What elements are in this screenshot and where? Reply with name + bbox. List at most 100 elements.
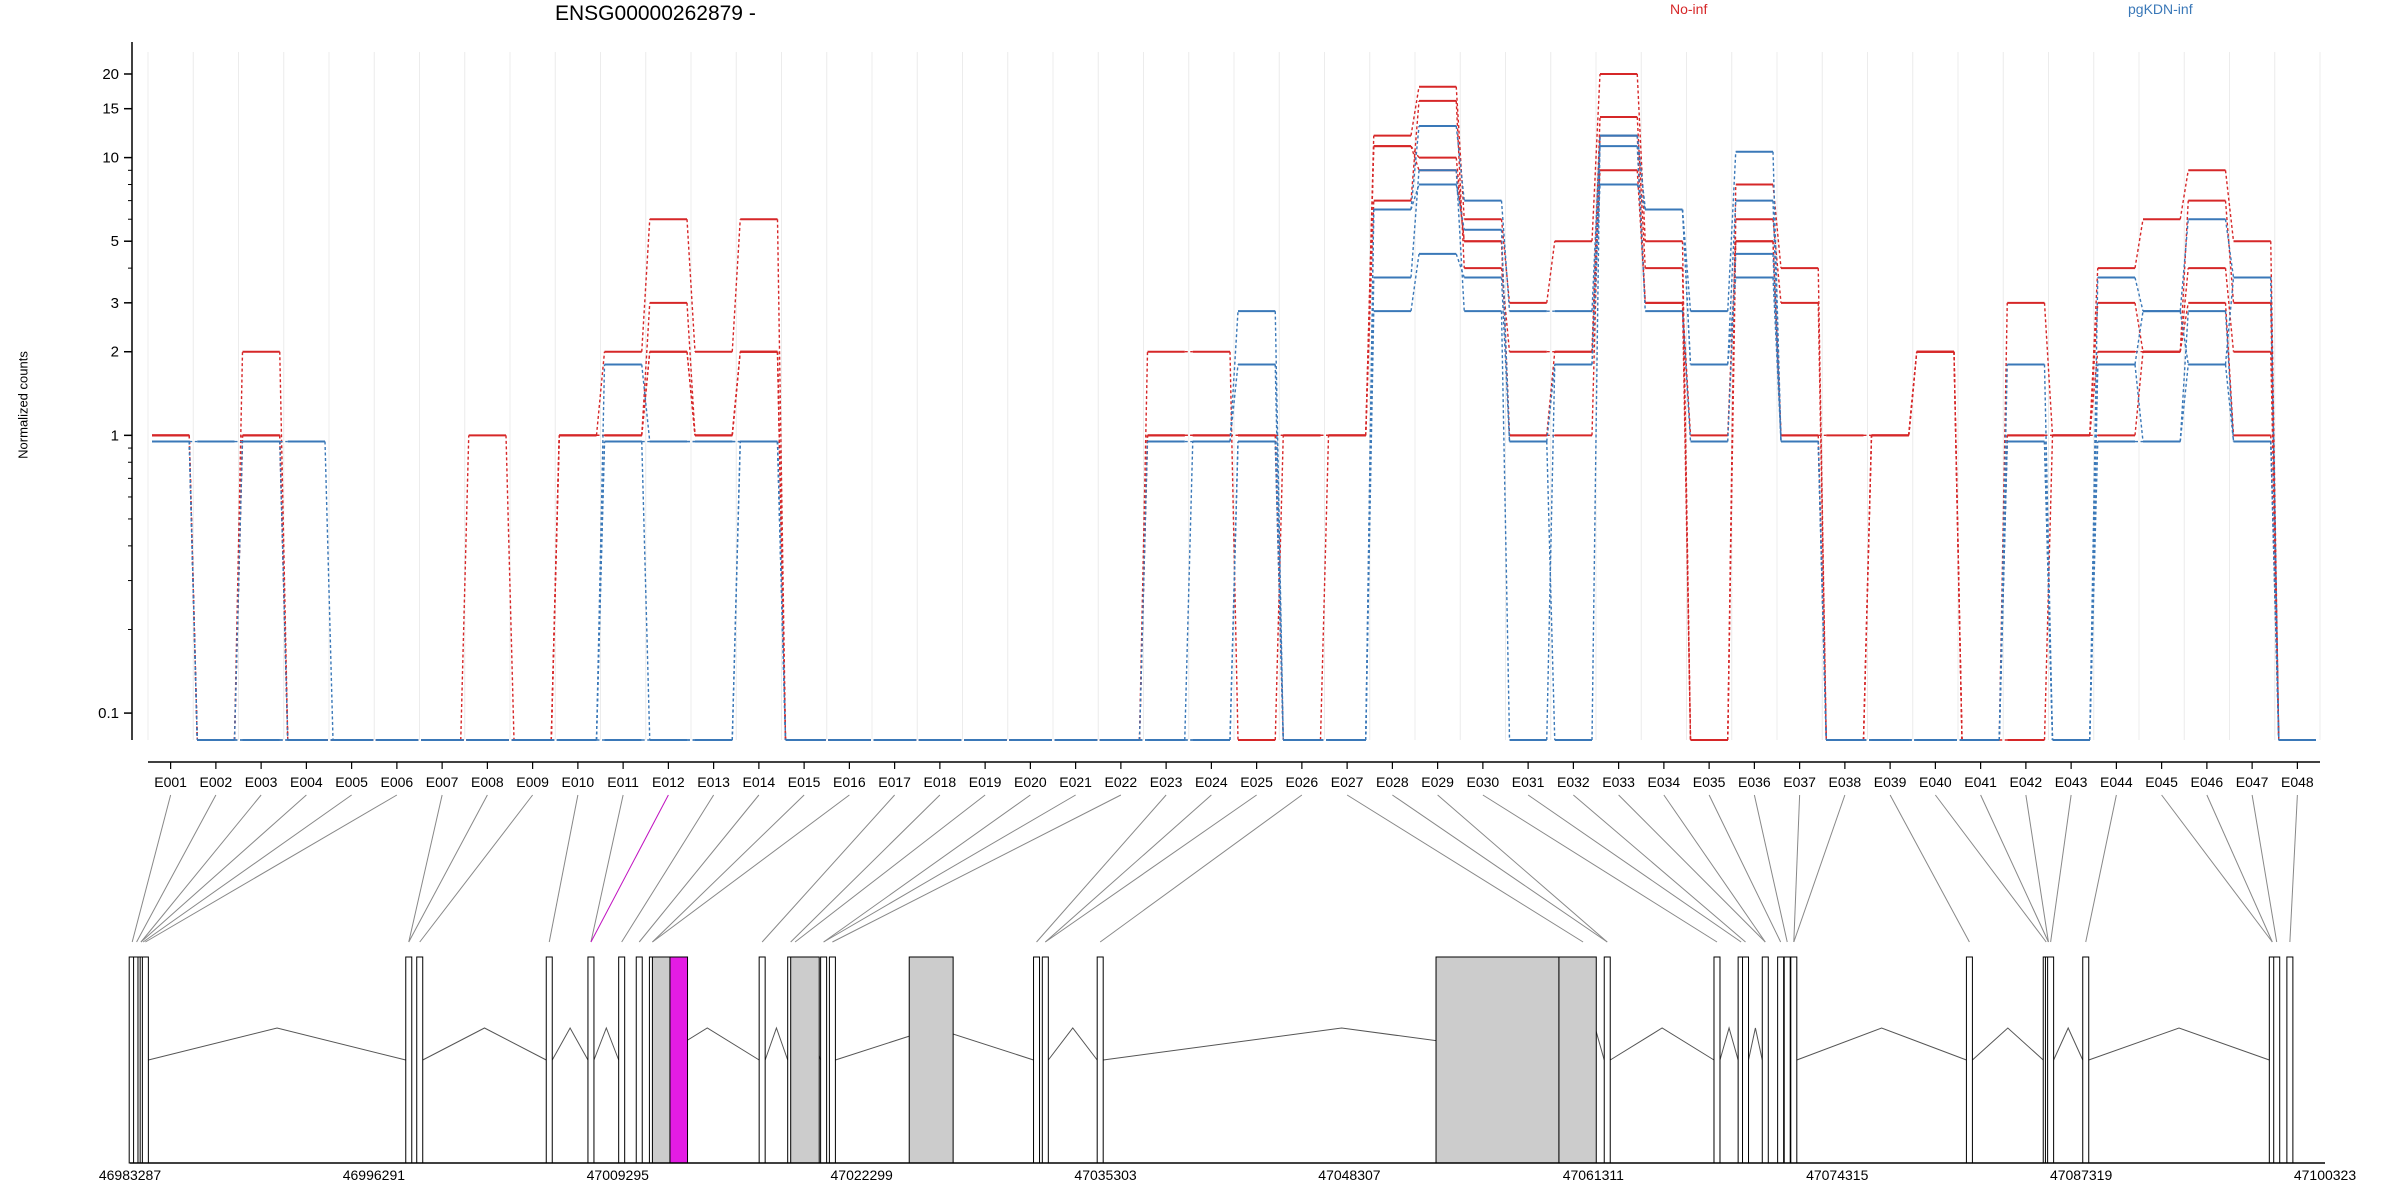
intron-line [2088, 1027, 2270, 1061]
highlighted-exon [669, 956, 689, 1164]
exon-connector [832, 794, 1122, 943]
y-axis: 0.1 1 2 3 5 10 15 20 [98, 42, 133, 740]
exon-connector [1036, 794, 1167, 943]
y-axis-label-box: Normalized counts [4, 345, 42, 465]
exon-connector [1889, 794, 1970, 943]
connector-segment [1546, 351, 1556, 436]
connector-segment [2134, 311, 2144, 365]
exon-connector [142, 794, 352, 943]
y-tick-label: 0.1 [98, 705, 119, 722]
exon-connector-lines [131, 794, 2298, 943]
exon-box [1965, 956, 1973, 1164]
intron-line [1719, 1026, 1739, 1061]
connector-segment [686, 351, 696, 436]
connector-segment [1455, 157, 1465, 242]
connector-segment [641, 364, 651, 442]
connector-segment [2270, 351, 2280, 741]
y-tick-label: 15 [102, 101, 119, 118]
connector-segment [1410, 184, 1420, 210]
exon-box [2273, 956, 2281, 1164]
connector-segment [1455, 125, 1465, 201]
exon-box [1096, 956, 1104, 1164]
x-tick-label: E020 [1014, 774, 1047, 790]
connector-segment [1455, 184, 1465, 230]
intron-line [1609, 1027, 1715, 1061]
x-tick-label: E005 [335, 774, 368, 790]
coord-tick-label: 47048307 [1318, 1167, 1381, 1183]
connector-segment [641, 441, 651, 741]
exon-box [2082, 956, 2090, 1164]
connector-segment [1546, 441, 1556, 741]
y-tick-label: 10 [102, 150, 119, 167]
connector-segment [1727, 241, 1737, 436]
exon-box [416, 956, 424, 1164]
x-tick-label: E045 [2145, 774, 2178, 790]
coord-tick-label: 47061311 [1563, 1167, 1624, 1183]
intron-line [2053, 1026, 2084, 1061]
intron-line [1047, 1027, 1098, 1061]
connector-segment [1138, 351, 1149, 741]
connector-segment [1455, 253, 1465, 278]
connector-segment [1817, 441, 1827, 741]
y-tick-label: 20 [102, 66, 119, 83]
exon-connector [1482, 794, 1718, 943]
connector-segment [233, 441, 244, 741]
exon-connector [1437, 794, 1608, 943]
exon-connector [1527, 794, 1742, 943]
legend-pgkdn-inf: pgKDN-inf [2128, 1, 2193, 17]
connector-segment [1998, 441, 2008, 741]
connector-segment [1274, 441, 1284, 741]
x-tick-label: E036 [1738, 774, 1771, 790]
x-tick-label: E034 [1648, 774, 1681, 790]
x-tick-label: E002 [200, 774, 233, 790]
intron-line [422, 1027, 547, 1061]
x-tick-label: E022 [1105, 774, 1138, 790]
connector-segment [1591, 135, 1601, 312]
x-tick-label: E037 [1783, 774, 1816, 790]
connector-segment [595, 351, 606, 436]
exon-connector [408, 794, 443, 943]
exon-box [758, 956, 766, 1164]
exon-box [1777, 956, 1785, 1164]
coord-tick-label: 47087319 [2050, 1167, 2113, 1183]
coord-tick-label: 47035303 [1074, 1167, 1137, 1183]
connector-segment [641, 219, 651, 352]
connector-segment [595, 441, 606, 741]
connector-segment [1681, 209, 1692, 365]
exon-connector [1708, 794, 1782, 943]
connector-segment [2043, 441, 2054, 741]
x-tick-label: E007 [426, 774, 459, 790]
connector-segment [1591, 146, 1601, 365]
connector-segment [2179, 364, 2189, 442]
exon-connector [652, 794, 850, 943]
y-axis-label: Normalized counts [15, 351, 31, 459]
x-tick-label: E021 [1059, 774, 1092, 790]
x-tick-label: E023 [1150, 774, 1183, 790]
connector-segment [2134, 219, 2144, 269]
exon-connector [408, 794, 488, 943]
x-tick-label: E019 [969, 774, 1002, 790]
connector-segment [1727, 151, 1737, 312]
exon-connector [1663, 794, 1766, 943]
series-pgkdn-inf-7 [152, 134, 2316, 741]
x-tick-label: E010 [562, 774, 595, 790]
connector-segment [1274, 435, 1284, 741]
x-tick-label: E014 [743, 774, 776, 790]
connector-segment [2179, 268, 2189, 352]
x-tick-label: E008 [471, 774, 504, 790]
exon-block [1435, 956, 1560, 1164]
coord-tick-label: 47074315 [1806, 1167, 1869, 1183]
coord-tick-label: 46983287 [99, 1167, 162, 1183]
exon-connector [823, 794, 1076, 943]
x-tick-label: E033 [1602, 774, 1635, 790]
connector-segment [233, 351, 244, 741]
exon-connector [2161, 794, 2273, 943]
exon-connector [2050, 794, 2072, 943]
x-tick-label: E027 [1331, 774, 1364, 790]
exon-connector [2085, 794, 2117, 943]
x-tick-label: E030 [1467, 774, 1500, 790]
connector-segment [1184, 441, 1194, 741]
vertical-gridlines [147, 52, 2321, 740]
x-tick-label: E001 [154, 774, 187, 790]
x-tick-label: E024 [1195, 774, 1228, 790]
